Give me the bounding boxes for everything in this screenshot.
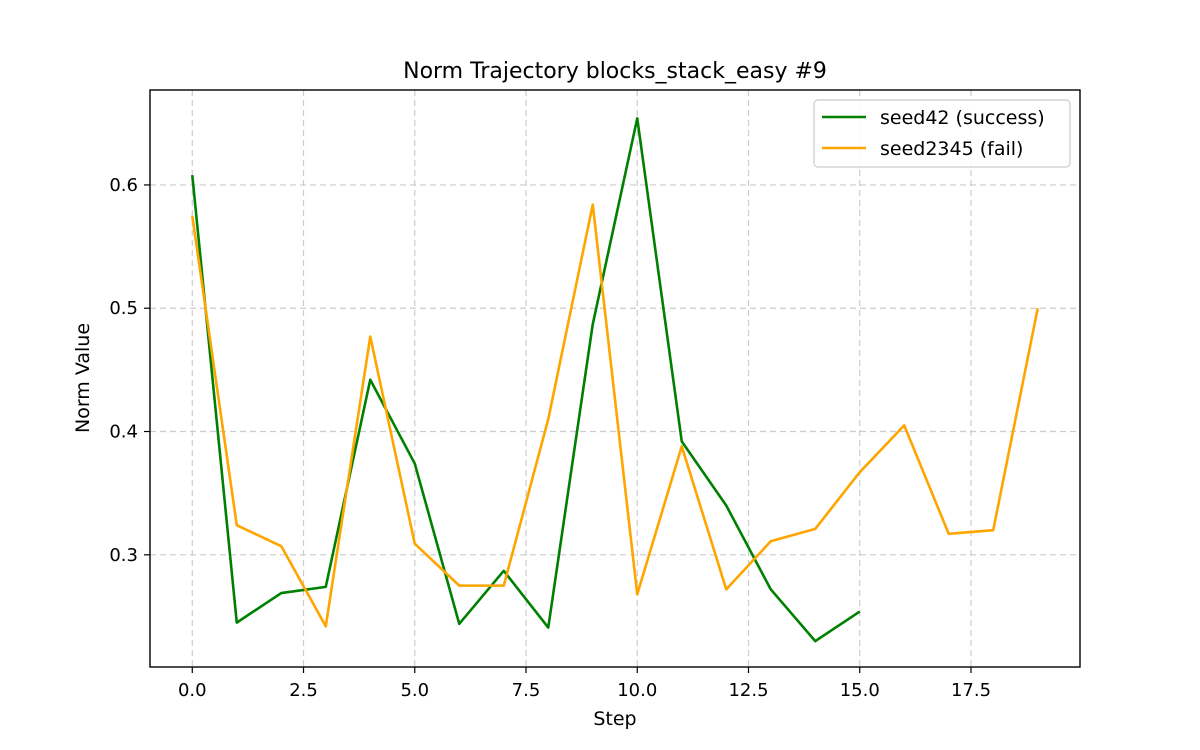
legend-label-seed42: seed42 (success) — [880, 107, 1045, 129]
grid — [150, 90, 1080, 667]
x-axis-label: Step — [593, 708, 636, 730]
x-tick-label: 12.5 — [728, 680, 768, 701]
x-tick-label: 10.0 — [617, 680, 657, 701]
y-tick-label: 0.4 — [109, 422, 138, 443]
y-tick-label: 0.5 — [109, 298, 138, 319]
x-tick-label: 15.0 — [840, 680, 880, 701]
legend: seed42 (success) seed2345 (fail) — [813, 99, 1071, 168]
legend-box — [813, 99, 1071, 168]
x-tick-label: 5.0 — [400, 680, 429, 701]
plot-frame — [149, 89, 1081, 668]
axis-ticks: 0.0 2.5 5.0 7.5 10.0 12.5 15.0 17.5 0.3 0.4 0.5 0.6 — [109, 175, 991, 701]
y-tick-label: 0.3 — [109, 545, 138, 566]
legend-label-seed2345: seed2345 (fail) — [880, 138, 1023, 160]
chart-title: Norm Trajectory blocks_stack_easy #9 — [403, 59, 827, 84]
series-line-seed42 — [190, 117, 861, 643]
series-line-seed2345 — [190, 203, 1040, 628]
y-tick-label: 0.6 — [109, 175, 138, 196]
series-lines — [190, 117, 1040, 643]
y-axis-label: Norm Value — [72, 323, 94, 433]
x-tick-label: 17.5 — [951, 680, 991, 701]
x-tick-label: 2.5 — [289, 680, 318, 701]
x-tick-label: 7.5 — [512, 680, 541, 701]
x-tick-label: 0.0 — [178, 680, 207, 701]
